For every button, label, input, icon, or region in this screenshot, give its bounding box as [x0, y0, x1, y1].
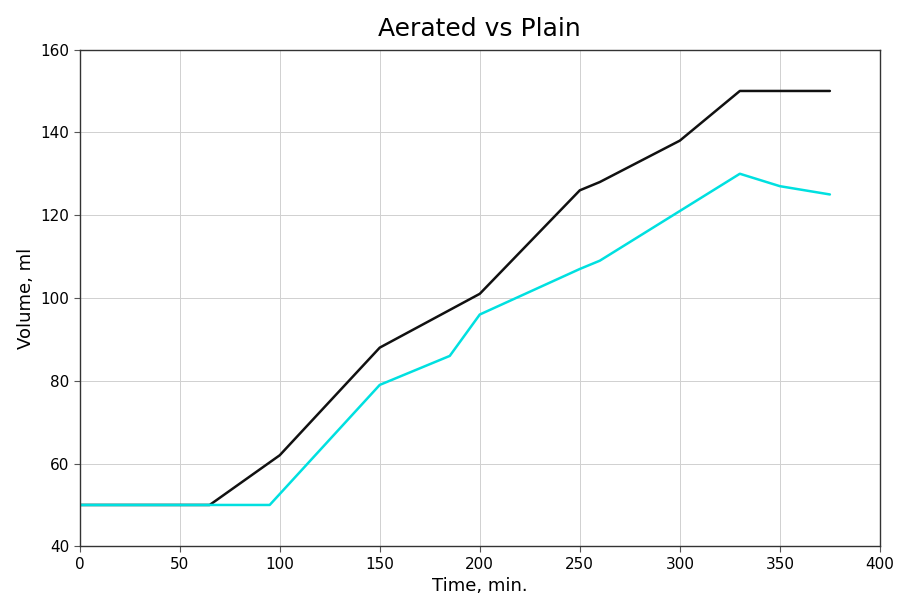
- Y-axis label: Volume, ml: Volume, ml: [16, 247, 35, 349]
- Title: Aerated vs Plain: Aerated vs Plain: [378, 17, 581, 40]
- X-axis label: Time, min.: Time, min.: [432, 577, 527, 595]
